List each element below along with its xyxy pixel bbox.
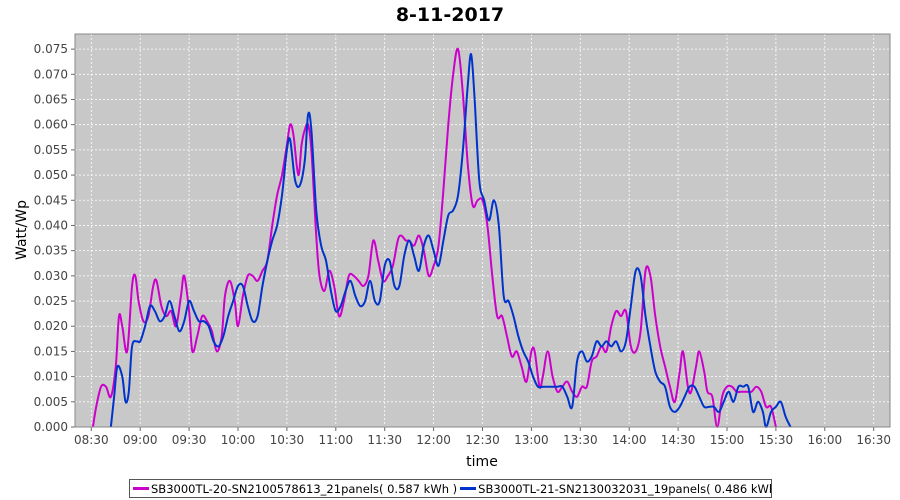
x-tick-label: 09:00 [123,433,158,447]
y-tick-label: 0.035 [34,244,68,258]
y-tick-label: 0.025 [34,294,68,308]
x-tick-label: 15:30 [759,433,794,447]
plot-border [74,33,891,428]
x-tick-label: 09:30 [172,433,207,447]
legend-label-series-1: SB3000TL-20-SN2100578613_21panels( 0.587… [151,481,458,496]
y-tick-label: 0.070 [34,67,68,81]
x-tick-label: 16:00 [808,433,843,447]
legend-swatch-series-2 [460,487,477,490]
y-tick-label: 0.065 [34,93,68,107]
x-tick-label: 10:30 [270,433,305,447]
x-tick-label: 15:00 [710,433,745,447]
legend-label-series-2: SB3000TL-21-SN2130032031_19panels( 0.486… [478,481,772,496]
x-tick-label: 08:30 [74,433,109,447]
y-tick-label: 0.075 [34,42,68,56]
y-tick-label: 0.000 [34,420,68,434]
legend-swatch-series-1 [133,487,149,490]
y-tick-label: 0.060 [34,118,68,132]
legend-item-series-2: SB3000TL-21-SN2130032031_19panels( 0.486… [460,481,772,496]
x-tick-label: 14:30 [661,433,696,447]
y-tick-label: 0.055 [34,143,68,157]
x-tick-label: 12:00 [416,433,451,447]
y-tick-label: 0.045 [34,193,68,207]
x-tick-label: 13:30 [563,433,598,447]
y-tick-label: 0.010 [34,370,68,384]
chart-legend: SB3000TL-20-SN2100578613_21panels( 0.587… [129,479,772,498]
x-tick-label: 14:00 [612,433,647,447]
y-tick-label: 0.005 [34,395,68,409]
legend-item-series-1: SB3000TL-20-SN2100578613_21panels( 0.587… [133,482,457,496]
y-tick-label: 0.040 [34,218,68,232]
y-tick-label: 0.020 [34,319,68,333]
x-axis-label: time [466,454,498,470]
chart-title: 8-11-2017 [396,4,504,26]
x-tick-label: 11:30 [367,433,402,447]
y-tick-label: 0.050 [34,168,68,182]
x-tick-label: 10:00 [221,433,256,447]
x-tick-label: 13:00 [514,433,549,447]
x-tick-label: 16:30 [856,433,891,447]
y-tick-label: 0.030 [34,269,68,283]
y-axis-label: Watt/Wp [14,200,30,260]
series-line-2 [109,53,792,428]
x-tick-label: 12:30 [465,433,500,447]
x-tick-label: 11:00 [319,433,354,447]
y-tick-label: 0.015 [34,344,68,358]
